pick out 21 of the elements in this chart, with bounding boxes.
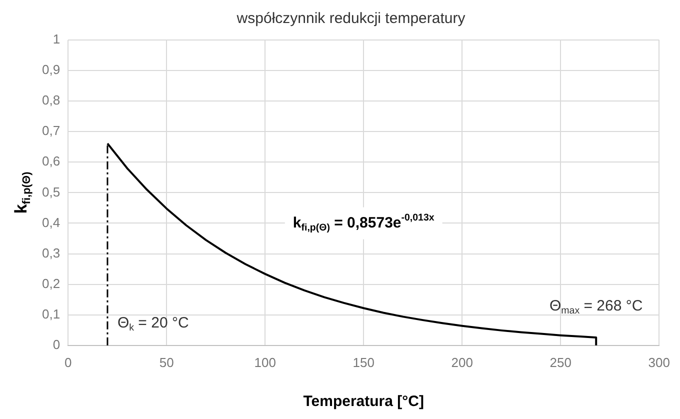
y-tick-label: 0,6 (42, 154, 60, 169)
x-tick-label: 50 (159, 354, 174, 370)
x-tick-label: 200 (451, 354, 473, 370)
y-tick-label: 0 (52, 336, 60, 352)
y-tick-label: 0,3 (42, 245, 60, 260)
x-tick-label: 250 (550, 354, 572, 370)
y-tick-label: 0,5 (42, 184, 60, 200)
y-tick-label: 0,9 (42, 62, 60, 78)
x-tick-label: 100 (254, 354, 276, 370)
chart-title: współczynnik redukcji temperatury (236, 10, 466, 28)
y-axis-title: kfi,p(Θ) (12, 171, 34, 214)
y-tick-label: 1 (52, 32, 60, 47)
x-axis-title: Temperatura [°C] (303, 393, 424, 410)
y-tick-label: 0,8 (42, 92, 60, 108)
x-tick-label: 300 (648, 354, 670, 370)
y-tick-label: 0,4 (42, 214, 60, 230)
x-tick-label: 150 (352, 354, 374, 370)
x-tick-label: 0 (64, 354, 72, 370)
y-tick-label: 0,2 (42, 276, 60, 291)
y-tick-label: 0,7 (42, 123, 60, 138)
y-tick-label: 0,1 (42, 306, 60, 322)
